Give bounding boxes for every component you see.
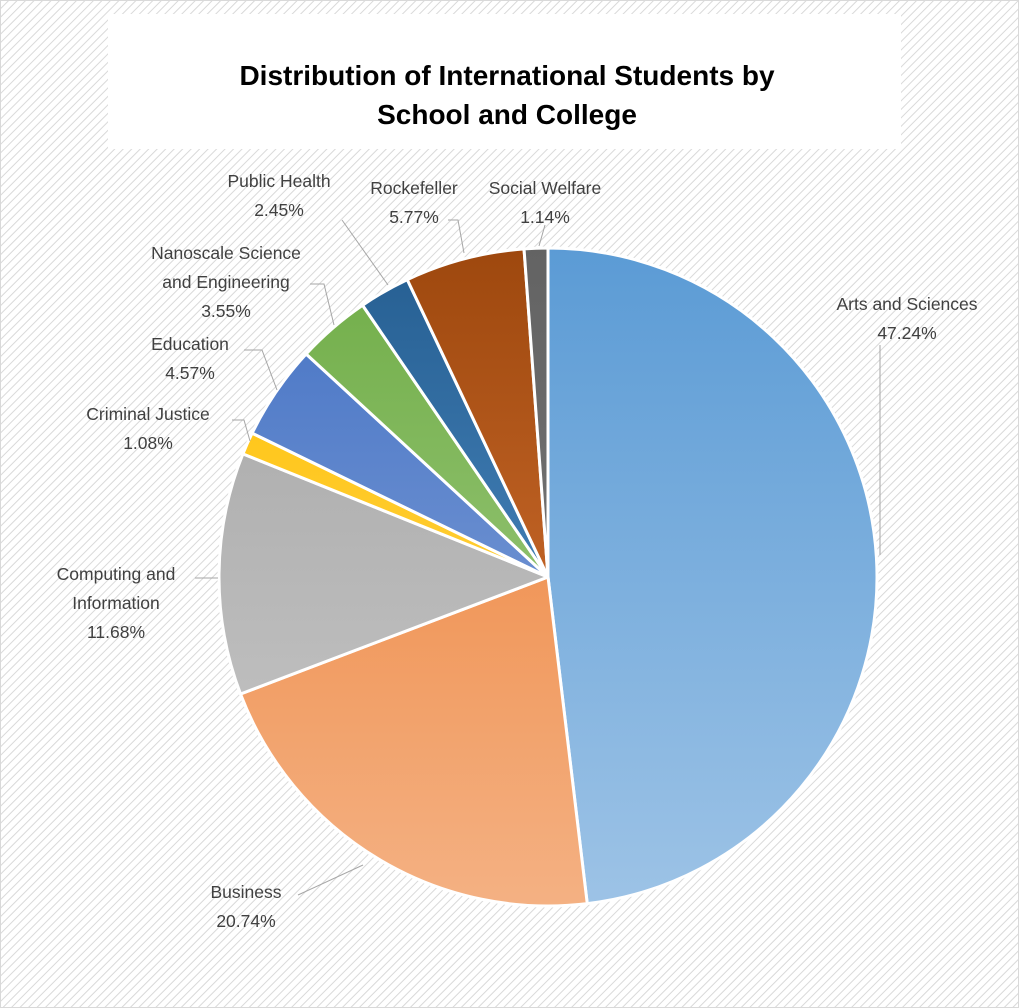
category-label-education-0: Education [151, 334, 229, 354]
leader-line-criminal-justice [232, 419, 251, 442]
leader-line-public-health [341, 219, 389, 286]
value-label-arts-and-sciences: 47.24% [877, 323, 936, 343]
leader-line-rockefeller [448, 219, 465, 254]
value-label-social-welfare: 1.14% [520, 207, 570, 227]
pie-slice-social-welfare [522, 246, 550, 579]
category-label-social-welfare-0: Social Welfare [489, 178, 602, 198]
title-box [108, 14, 901, 149]
category-label-computing-and-information-1: Information [72, 593, 160, 613]
value-label-public-health: 2.45% [254, 200, 304, 220]
pie-slice-rockefeller [405, 247, 550, 579]
category-label-nanoscale-science-and-engineering-0: Nanoscale Science [151, 243, 301, 263]
value-label-computing-and-information: 11.68% [87, 622, 145, 642]
pie-slice-computing-and-information [217, 452, 550, 696]
category-label-computing-and-information-0: Computing and [57, 564, 176, 584]
category-label-rockefeller-0: Rockefeller [370, 178, 458, 198]
leader-line-business [297, 864, 364, 896]
category-label-nanoscale-science-and-engineering-1: and Engineering [162, 272, 289, 292]
chart-title-line-2: School and College [377, 99, 637, 130]
pie-slice-arts-and-sciences [546, 246, 879, 906]
data-labels: Arts and Sciences 47.24% Business 20.74% Com… [57, 171, 978, 931]
value-label-criminal-justice: 1.08% [123, 433, 173, 453]
category-label-public-health-0: Public Health [227, 171, 330, 191]
value-label-business: 20.74% [216, 911, 275, 931]
category-label-arts-and-sciences-0: Arts and Sciences [836, 294, 977, 314]
category-label-business-0: Business [210, 882, 281, 902]
leader-lines [195, 219, 881, 896]
leader-line-education [244, 349, 278, 391]
category-label-criminal-justice-0: Criminal Justice [86, 404, 210, 424]
value-label-nanoscale-science-and-engineering: 3.55% [201, 301, 251, 321]
pie-slice-business [239, 575, 589, 908]
pie-slices [217, 246, 879, 908]
chart-title-line-1: Distribution of International Students b… [239, 60, 775, 91]
leader-line-social-welfare [538, 224, 546, 247]
value-label-education: 4.57% [165, 363, 215, 383]
leader-line-nanoscale-science-and-engineering [310, 283, 335, 326]
value-label-rockefeller: 5.77% [389, 207, 439, 227]
